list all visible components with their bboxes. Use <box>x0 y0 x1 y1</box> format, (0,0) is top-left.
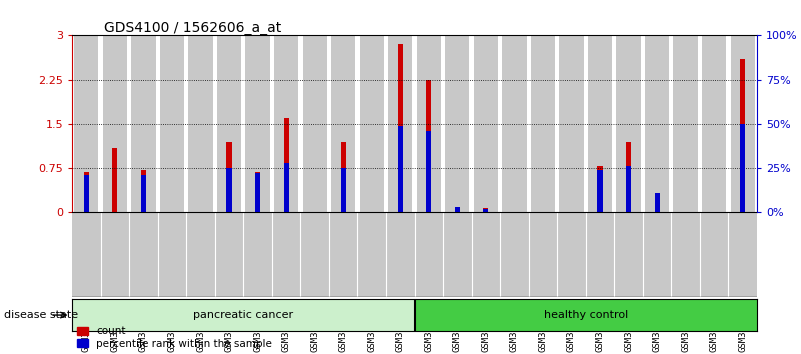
Bar <box>245 35 270 212</box>
Bar <box>340 142 346 212</box>
Bar <box>141 175 146 212</box>
Bar <box>227 142 231 212</box>
Bar <box>455 210 460 212</box>
Bar <box>274 35 298 212</box>
Bar <box>740 124 745 212</box>
Bar <box>626 166 631 212</box>
Bar <box>588 35 612 212</box>
Bar <box>103 35 127 212</box>
Bar <box>388 35 413 212</box>
Bar <box>303 35 327 212</box>
Bar <box>654 193 660 212</box>
Bar <box>255 173 260 212</box>
Bar <box>731 35 755 212</box>
Bar <box>502 35 526 212</box>
Bar <box>702 35 727 212</box>
Bar <box>426 131 432 212</box>
Bar <box>654 208 660 212</box>
Bar <box>141 170 146 212</box>
Bar <box>674 35 698 212</box>
Legend: count, percentile rank within the sample: count, percentile rank within the sample <box>78 326 272 349</box>
Bar <box>617 35 641 212</box>
Bar <box>483 209 489 212</box>
Bar <box>598 170 602 212</box>
Text: disease state: disease state <box>4 310 78 320</box>
Bar <box>426 80 432 212</box>
Bar <box>340 168 346 212</box>
Text: GDS4100 / 1562606_a_at: GDS4100 / 1562606_a_at <box>104 21 281 35</box>
Bar <box>331 35 356 212</box>
Bar <box>255 172 260 212</box>
Bar <box>72 299 415 331</box>
Bar <box>626 142 631 212</box>
Bar <box>84 175 89 212</box>
Bar <box>483 208 489 212</box>
Bar <box>397 44 403 212</box>
Bar <box>445 35 469 212</box>
Bar <box>473 35 498 212</box>
Bar <box>284 163 288 212</box>
Bar <box>531 35 555 212</box>
Bar <box>227 168 231 212</box>
Bar <box>397 126 403 212</box>
Text: healthy control: healthy control <box>544 310 628 320</box>
Bar <box>645 35 669 212</box>
Bar <box>217 35 241 212</box>
Bar <box>160 35 184 212</box>
Bar <box>74 35 99 212</box>
Bar <box>188 35 212 212</box>
Bar <box>740 59 745 212</box>
Text: pancreatic cancer: pancreatic cancer <box>193 310 293 320</box>
Bar <box>455 207 460 212</box>
Bar <box>84 172 89 212</box>
Bar <box>417 35 441 212</box>
Bar <box>415 299 757 331</box>
Bar <box>360 35 384 212</box>
Bar <box>112 148 118 212</box>
Bar <box>598 166 602 212</box>
Bar <box>131 35 155 212</box>
Bar <box>284 118 288 212</box>
Bar <box>559 35 584 212</box>
